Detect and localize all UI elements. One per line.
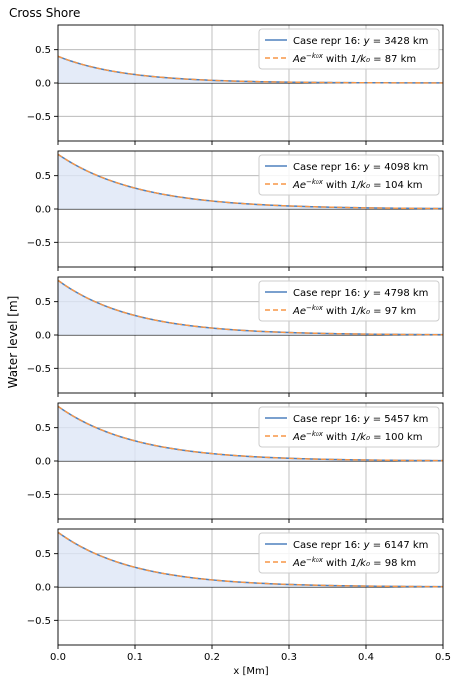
y-tick-label: 0.5	[35, 45, 51, 56]
panel-5: 0.5 0.0 −0.5 0.0 0.1 0.2 0.3 0.4 0.5 Case repr 16…	[27, 528, 451, 663]
y-tick-label: 0.0	[35, 583, 51, 594]
x-tick-label: 0.2	[204, 652, 220, 663]
chart-title: Cross Shore	[9, 6, 80, 20]
legend-label-fit: Ae−k₀x with 1/k₀ = 98 km	[292, 556, 416, 569]
y-tick-label: 0.0	[35, 331, 51, 342]
y-tick-label: 0.0	[35, 205, 51, 216]
legend-label-fit: Ae−k₀x with 1/k₀ = 100 km	[292, 430, 423, 443]
y-tick-label: 0.5	[35, 423, 51, 434]
legend-label-fit: Ae−k₀x with 1/k₀ = 97 km	[292, 304, 416, 317]
x-tick-label: 0.5	[435, 652, 451, 663]
y-tick-label: −0.5	[27, 490, 51, 501]
area-fill	[58, 154, 443, 209]
area-fill	[58, 56, 443, 83]
legend-box	[258, 28, 440, 70]
legend-box	[258, 154, 440, 196]
y-tick-label: 0.5	[35, 171, 51, 182]
area-fill	[58, 406, 443, 461]
legend-label-data: Case repr 16: y = 6147 km	[293, 540, 428, 551]
x-tick-label: 0.4	[358, 652, 374, 663]
legend: Case repr 16: y = 3428 km Ae−k₀x with 1/k…	[258, 28, 440, 70]
legend-label-data: Case repr 16: y = 5457 km	[293, 414, 428, 425]
y-tick-label: −0.5	[27, 112, 51, 123]
legend-label-fit: Ae−k₀x with 1/k₀ = 87 km	[292, 52, 416, 65]
y-tick-label: 0.0	[35, 457, 51, 468]
legend-label-data: Case repr 16: y = 4098 km	[293, 162, 428, 173]
y-axis-label: Water level [m]	[6, 296, 20, 389]
series-fit-line	[57, 531, 444, 588]
panels-container: 0.5 0.0 −0.5 Case repr 16: y = 3428 km Ae−k₀…	[27, 24, 451, 663]
x-tick-label: 0.1	[127, 652, 143, 663]
legend-label-data: Case repr 16: y = 4798 km	[293, 288, 428, 299]
area-fill	[58, 280, 443, 335]
panel-2: 0.5 0.0 −0.5 Case repr 16: y = 4098 km Ae−k₀…	[27, 150, 444, 271]
x-tick-label: 0.3	[281, 652, 297, 663]
panel-4: 0.5 0.0 −0.5 Case repr 16: y = 5457 km Ae−k₀…	[27, 402, 444, 523]
area-fill	[58, 532, 443, 587]
y-tick-label: −0.5	[27, 238, 51, 249]
y-tick-label: 0.0	[35, 79, 51, 90]
y-tick-label: −0.5	[27, 616, 51, 627]
legend: Case repr 16: y = 5457 km Ae−k₀x with 1/k…	[258, 406, 440, 448]
legend: Case repr 16: y = 4798 km Ae−k₀x with 1/k…	[258, 280, 440, 322]
legend: Case repr 16: y = 4098 km Ae−k₀x with 1/k…	[258, 154, 440, 196]
series-fit-line	[57, 405, 444, 462]
series-fit-line	[57, 279, 444, 336]
panel-1: 0.5 0.0 −0.5 Case repr 16: y = 3428 km Ae−k₀…	[27, 24, 444, 145]
y-tick-label: 0.5	[35, 297, 51, 308]
x-tick-label: 0.0	[50, 652, 66, 663]
y-tick-label: −0.5	[27, 364, 51, 375]
legend-label-fit: Ae−k₀x with 1/k₀ = 104 km	[292, 178, 423, 191]
y-tick-label: 0.5	[35, 549, 51, 560]
legend-box	[258, 406, 440, 448]
panel-3: 0.5 0.0 −0.5 Case repr 16: y = 4798 km Ae−k₀…	[27, 276, 444, 397]
series-fit-line	[57, 55, 443, 84]
legend-label-data: Case repr 16: y = 3428 km	[293, 36, 428, 47]
x-axis-label: x [Mm]	[233, 666, 268, 677]
legend-box	[258, 532, 440, 574]
legend-box	[258, 280, 440, 322]
legend: Case repr 16: y = 6147 km Ae−k₀x with 1/k…	[258, 532, 440, 574]
series-fit-line	[57, 153, 444, 210]
